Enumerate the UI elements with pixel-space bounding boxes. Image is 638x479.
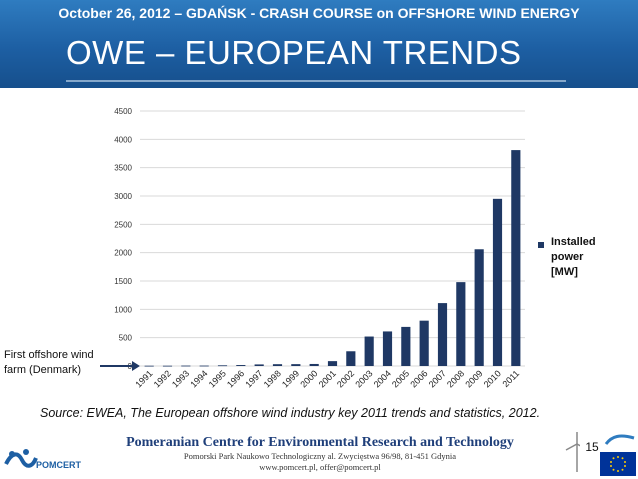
bar-1995 (217, 365, 228, 367)
y-tick-label: 2500 (114, 220, 132, 229)
x-tick-label: 2002 (335, 368, 356, 389)
bar-1992 (162, 365, 173, 367)
legend-label: Installed power [MW] (551, 236, 596, 278)
x-tick-label: 1998 (262, 368, 283, 389)
bar-1991 (144, 365, 154, 367)
bar-1996 (236, 365, 246, 366)
legend-swatch (538, 242, 544, 248)
y-tick-label: 4000 (114, 135, 132, 144)
y-tick-label: 1500 (114, 277, 132, 286)
x-tick-label: 2010 (482, 368, 503, 389)
chart: 050010001500200025003000350040004500 199… (100, 107, 525, 390)
bar-1999 (291, 364, 301, 366)
x-tick-label: 1997 (243, 368, 264, 389)
pomcert-logo-icon (4, 449, 38, 468)
bar-2010 (492, 198, 503, 366)
baltic-logo-icon (604, 434, 635, 445)
x-tick-label: 1994 (188, 368, 209, 389)
annotation-text: First offshore wind farm (Denmark) (4, 349, 94, 376)
header-band (0, 0, 638, 88)
title-underline (66, 80, 566, 82)
x-tick-label: 2011 (500, 368, 521, 389)
x-tick-label: 2008 (445, 368, 466, 389)
bar-2008 (456, 282, 466, 366)
x-tick-label: 2000 (298, 368, 319, 389)
y-tick-label: 1000 (114, 305, 132, 314)
chart-bars (144, 150, 521, 367)
x-tick-label: 1993 (170, 368, 191, 389)
x-tick-label: 1992 (152, 368, 173, 389)
x-tick-label: 1995 (207, 368, 228, 389)
x-tick-label: 2001 (317, 368, 338, 389)
bar-1994 (199, 365, 209, 367)
bar-2002 (346, 351, 356, 366)
footer-org-name: Pomeranian Centre for Environmental Rese… (126, 435, 514, 450)
annotation-arrow (100, 361, 140, 371)
pomcert-logo-text: POMCERT (36, 460, 81, 470)
x-tick-label: 1999 (280, 368, 301, 389)
slide-title: OWE – EUROPEAN TRENDS (66, 34, 522, 71)
y-axis-ticks: 050010001500200025003000350040004500 (114, 107, 132, 371)
x-tick-label: 1991 (133, 368, 154, 389)
x-axis-ticks: 1991199219931994199519961997199819992000… (133, 368, 521, 389)
y-tick-label: 500 (119, 334, 133, 343)
bar-2007 (437, 303, 448, 366)
source-citation: Source: EWEA, The European offshore wind… (40, 406, 541, 420)
bar-2006 (419, 320, 429, 366)
x-tick-label: 2007 (427, 368, 448, 389)
x-tick-label: 1996 (225, 368, 246, 389)
bar-1997 (254, 364, 264, 366)
y-tick-label: 4500 (114, 107, 132, 116)
footer-web: www.pomcert.pl, offer@pomcert.pl (259, 462, 381, 472)
eu-flag-icon (600, 452, 636, 476)
bar-1993 (181, 365, 191, 367)
page-number: 15 (580, 438, 604, 456)
bar-2000 (309, 363, 319, 366)
x-tick-label: 2004 (372, 368, 393, 389)
bar-2011 (511, 150, 521, 366)
bar-1998 (272, 364, 283, 366)
y-tick-label: 2000 (114, 249, 132, 258)
first-farm-annotation: First offshore wind farm (Denmark) (4, 348, 124, 378)
bar-2003 (364, 336, 374, 366)
y-tick-label: 3500 (114, 164, 132, 173)
event-line: October 26, 2012 – GDAŃSK - CRASH COURSE… (58, 5, 580, 21)
x-tick-label: 2003 (353, 368, 374, 389)
footer (0, 428, 638, 479)
x-tick-label: 2005 (390, 368, 411, 389)
y-tick-label: 3000 (114, 192, 132, 201)
footer-address: Pomorski Park Naukowo Technologiczny al.… (183, 451, 457, 461)
x-tick-label: 2006 (408, 368, 429, 389)
x-tick-label: 2009 (463, 368, 484, 389)
bar-2009 (474, 249, 484, 366)
bar-2001 (327, 361, 338, 366)
bar-2004 (382, 331, 393, 366)
bar-2005 (401, 326, 411, 366)
chart-grid (140, 110, 525, 367)
